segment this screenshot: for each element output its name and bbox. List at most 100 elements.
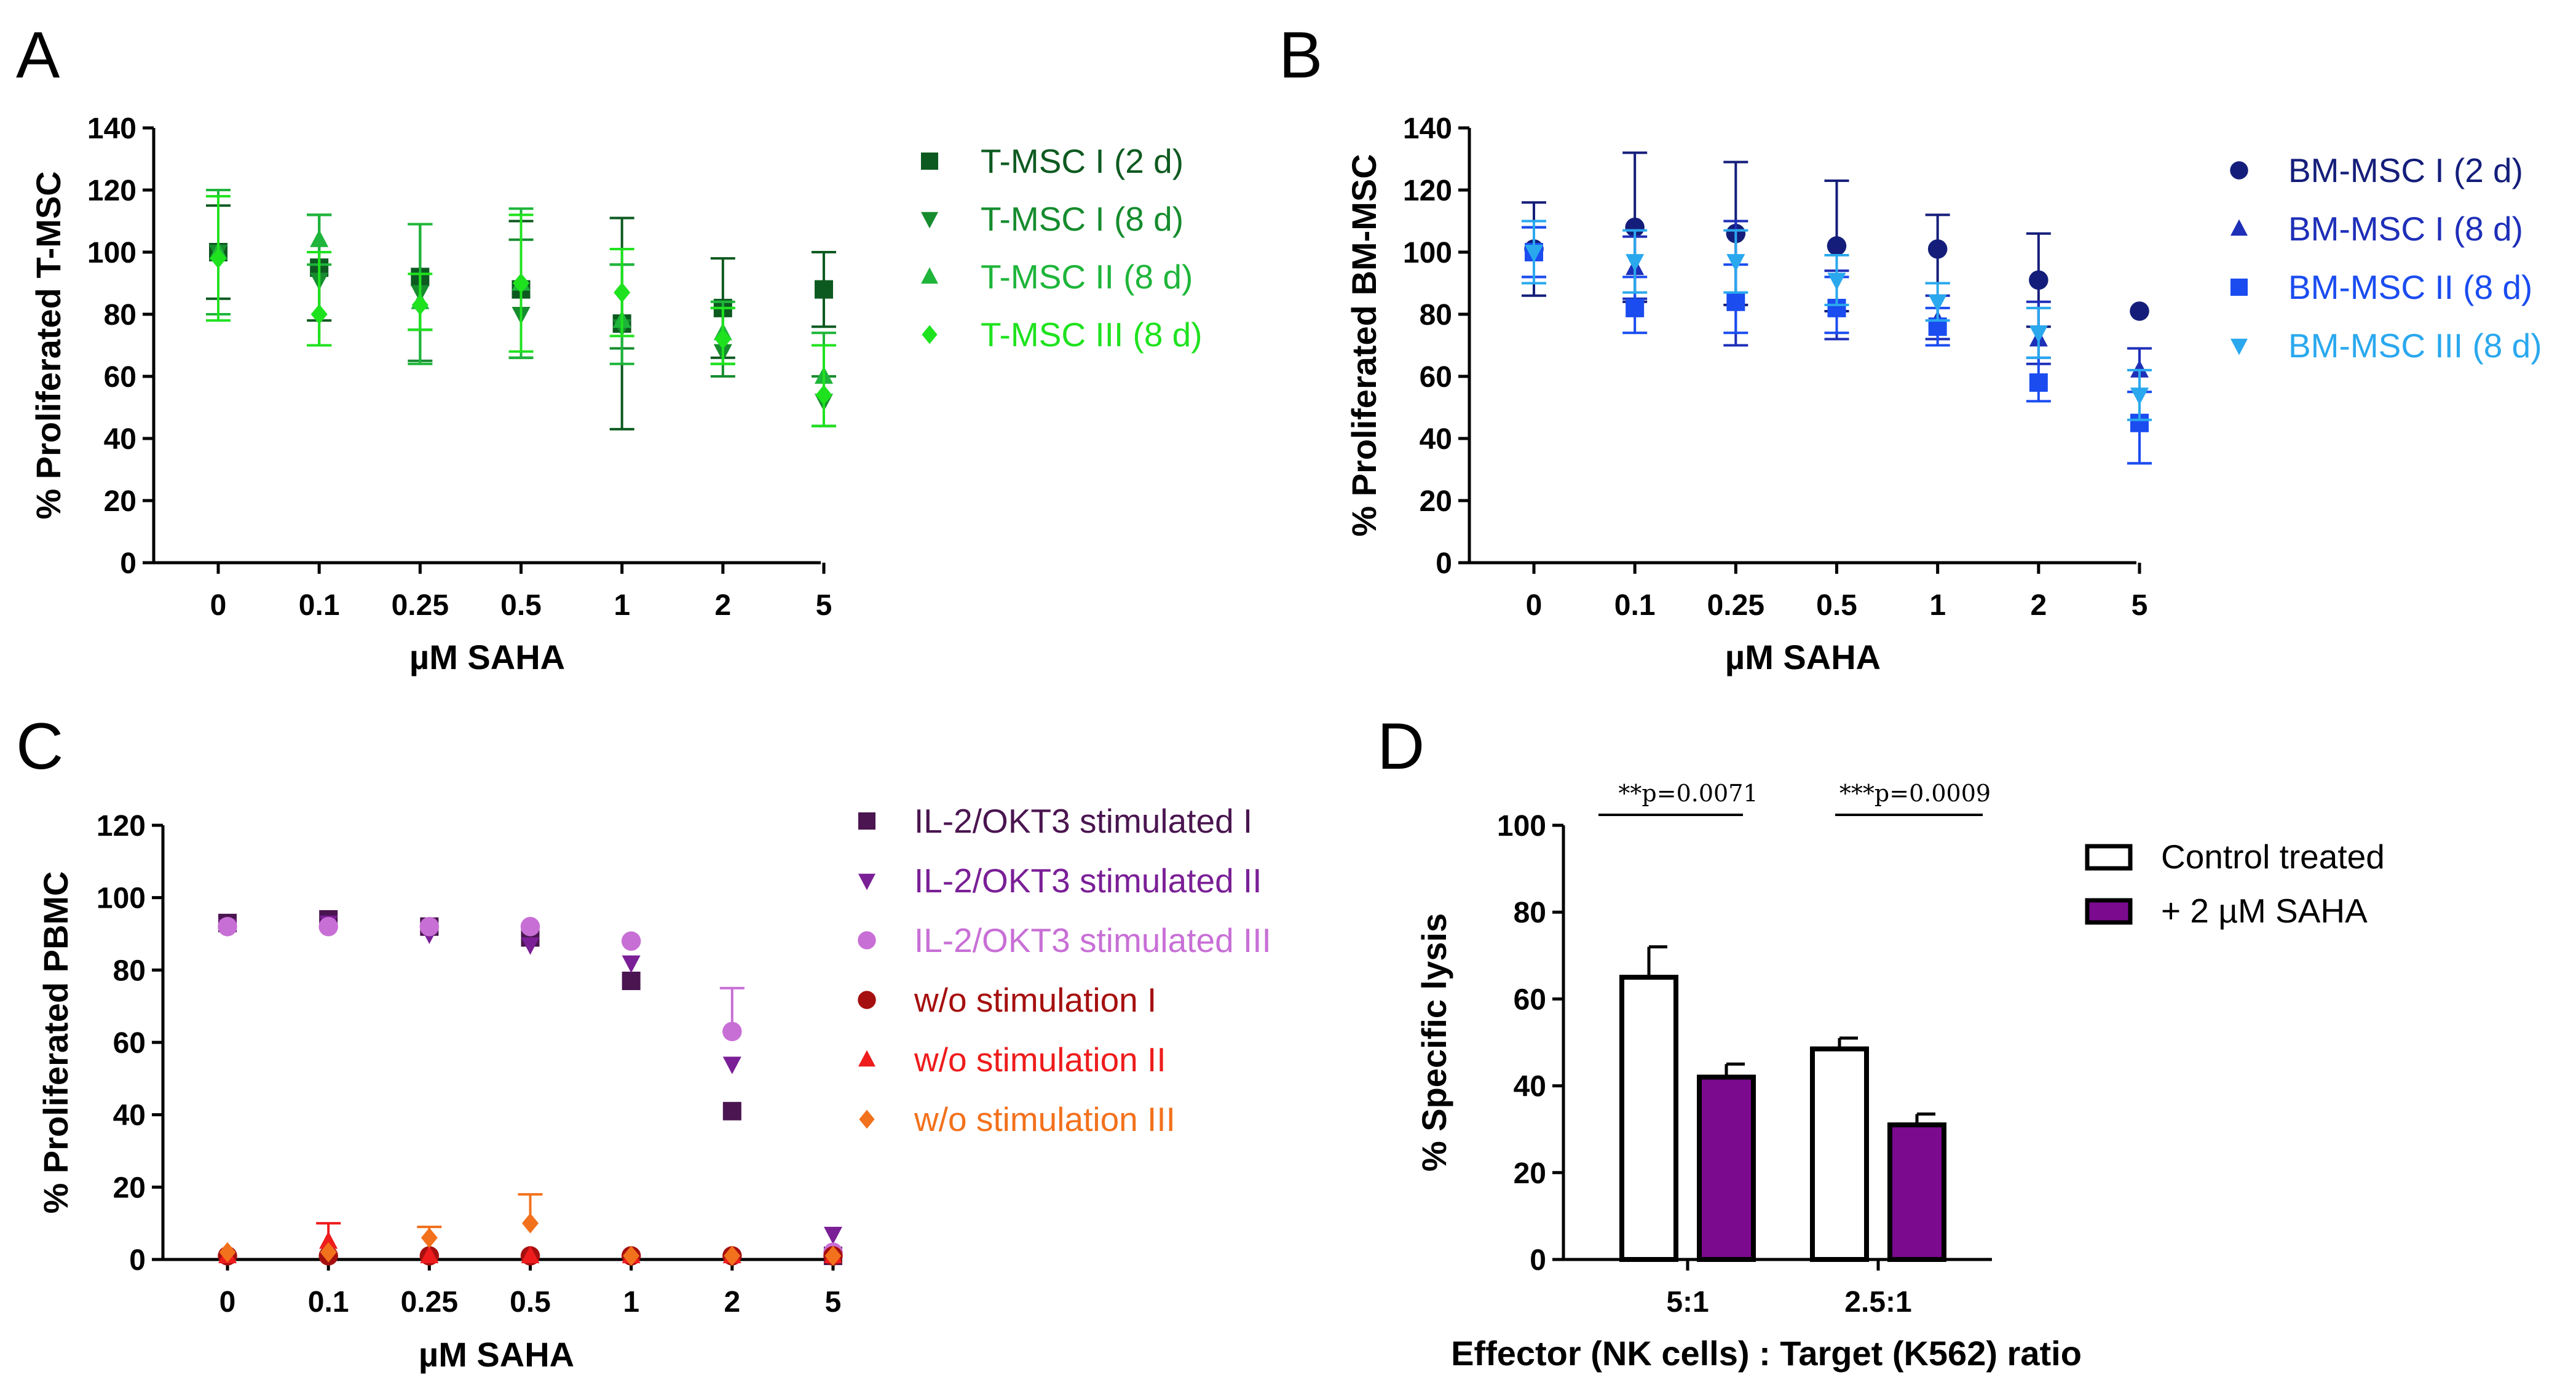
x-tick-label: 1 bbox=[623, 1286, 639, 1319]
x-tick-label: 0 bbox=[1526, 589, 1543, 622]
legend-label: IL-2/OKT3 stimulated II bbox=[914, 862, 1262, 900]
y-tick-label: 20 bbox=[104, 485, 136, 518]
data-point bbox=[1928, 294, 1947, 312]
data-point bbox=[2130, 301, 2149, 321]
legend-label: w/o stimulation III bbox=[914, 1100, 1175, 1138]
panel-b-chart: 0 20 40 60 80 100 120 140 0 0.1 0.25 0.5 1 2 5 µM SAHA%… bbox=[1345, 113, 2542, 676]
x-tick-label: 1 bbox=[614, 589, 630, 622]
y-tick-label: 20 bbox=[113, 1172, 146, 1204]
x-tick-label: 2 bbox=[724, 1286, 740, 1319]
y-tick-label: 40 bbox=[113, 1100, 146, 1132]
x-tick-label: 2.5:1 bbox=[1844, 1286, 1911, 1319]
y-tick-label: 80 bbox=[1420, 299, 1452, 331]
data-point bbox=[522, 1213, 539, 1234]
data-point bbox=[1625, 217, 1645, 237]
y-tick-label: 60 bbox=[113, 1027, 146, 1060]
legend-marker bbox=[858, 931, 876, 950]
data-point bbox=[319, 1231, 338, 1249]
data-point bbox=[622, 971, 641, 990]
legend-label: IL-2/OKT3 stimulated I bbox=[914, 802, 1252, 840]
data-point bbox=[419, 916, 440, 937]
x-axis-label: µM SAHA bbox=[419, 1335, 574, 1374]
y-axis-label: % Proliferated BM-MSC bbox=[1345, 154, 1383, 536]
data-point bbox=[2029, 373, 2048, 392]
legend-marker bbox=[858, 991, 876, 1009]
x-tick-label: 2 bbox=[714, 589, 731, 622]
data-point bbox=[722, 1057, 741, 1074]
data-point bbox=[318, 916, 338, 937]
panel-c-chart: 0 20 40 60 80 100 120 0 0.1 0.25 0.5 1 2 5 µM SAHA % Pr… bbox=[36, 802, 1271, 1374]
data-point bbox=[714, 328, 732, 349]
x-tick-label: 1 bbox=[1929, 589, 1946, 622]
y-tick-label: 0 bbox=[120, 547, 136, 580]
y-tick-label: 20 bbox=[1514, 1157, 1546, 1190]
y-tick-label: 0 bbox=[1436, 547, 1452, 580]
y-axis-label: % Proliferated T-MSC bbox=[29, 171, 68, 519]
y-tick-label: 40 bbox=[1420, 423, 1452, 456]
data-point bbox=[2130, 387, 2149, 405]
y-tick-label: 120 bbox=[87, 175, 136, 207]
data-point bbox=[824, 1245, 842, 1266]
data-point bbox=[210, 248, 227, 269]
data-point bbox=[513, 273, 529, 293]
data-point bbox=[614, 282, 631, 303]
legend-marker bbox=[2230, 219, 2248, 236]
y-tick-label: 140 bbox=[1403, 113, 1452, 145]
x-axis-label: µM SAHA bbox=[1725, 638, 1881, 676]
legend-label: w/o stimulation I bbox=[914, 981, 1156, 1019]
data-point bbox=[310, 229, 329, 247]
x-tick-label: 0.25 bbox=[401, 1286, 458, 1319]
legend-label: BM-MSC I (8 d) bbox=[2288, 210, 2523, 248]
significance-label: **p=0.0071 bbox=[1618, 780, 1758, 807]
y-tick-label: 120 bbox=[97, 810, 146, 843]
data-point bbox=[521, 1245, 540, 1264]
data-point bbox=[623, 1245, 640, 1266]
bar bbox=[1619, 975, 1678, 1262]
data-point bbox=[621, 931, 641, 951]
data-point bbox=[724, 1245, 741, 1266]
data-point bbox=[320, 1242, 337, 1263]
data-point bbox=[815, 280, 833, 299]
data-point bbox=[722, 1101, 741, 1120]
legend-label: IL-2/OKT3 stimulated III bbox=[914, 921, 1271, 959]
data-point bbox=[219, 1242, 236, 1263]
panel-a-chart: 0 20 40 60 80 100 120 140 0 0.1 0.25 0.5 1 2 5 µM SAHA%… bbox=[29, 113, 1203, 676]
y-tick-label: 20 bbox=[1420, 485, 1452, 518]
legend-label: Control treated bbox=[2161, 838, 2385, 876]
legend-marker bbox=[921, 212, 938, 229]
legend-swatch bbox=[2085, 898, 2133, 925]
legend-swatch bbox=[2085, 844, 2133, 871]
legend-marker bbox=[2230, 338, 2248, 355]
y-tick-label: 0 bbox=[129, 1244, 146, 1277]
legend-label: BM-MSC III (8 d) bbox=[2288, 327, 2542, 365]
x-tick-label: 5 bbox=[825, 1286, 842, 1319]
data-point bbox=[310, 304, 328, 325]
y-axis-label: % Specific lysis bbox=[1415, 913, 1453, 1172]
data-point bbox=[1927, 239, 1948, 259]
data-point bbox=[520, 916, 540, 937]
x-tick-label: 0.5 bbox=[510, 1286, 551, 1319]
legend-marker bbox=[2230, 161, 2248, 180]
panel-d-chart: 0 20 40 60 80 100 5:1 2.5:1 Effector (NK cells) … bbox=[1415, 780, 2385, 1373]
series-0 bbox=[1619, 945, 1869, 1262]
x-tick-label: 5:1 bbox=[1666, 1286, 1709, 1319]
legend-label: T-MSC III (8 d) bbox=[981, 315, 1203, 354]
data-point bbox=[824, 1226, 842, 1245]
data-point bbox=[1726, 292, 1745, 311]
y-tick-label: 40 bbox=[1514, 1071, 1546, 1103]
y-tick-label: 80 bbox=[113, 954, 146, 987]
legend-label: BM-MSC I (2 d) bbox=[2288, 151, 2523, 189]
y-tick-label: 100 bbox=[1403, 237, 1452, 269]
data-point bbox=[722, 1021, 742, 1042]
data-point bbox=[411, 295, 429, 315]
series-1 bbox=[1697, 1062, 1946, 1263]
x-tick-label: 0.25 bbox=[392, 589, 449, 622]
data-point bbox=[2130, 360, 2149, 378]
y-tick-label: 100 bbox=[1497, 810, 1546, 843]
y-axis-label: % Proliferated PBMC bbox=[36, 871, 75, 1214]
y-tick-label: 40 bbox=[104, 423, 136, 456]
legend-marker bbox=[921, 153, 938, 170]
legend-label: + 2 µM SAHA bbox=[2161, 892, 2368, 930]
data-point bbox=[421, 1227, 438, 1248]
